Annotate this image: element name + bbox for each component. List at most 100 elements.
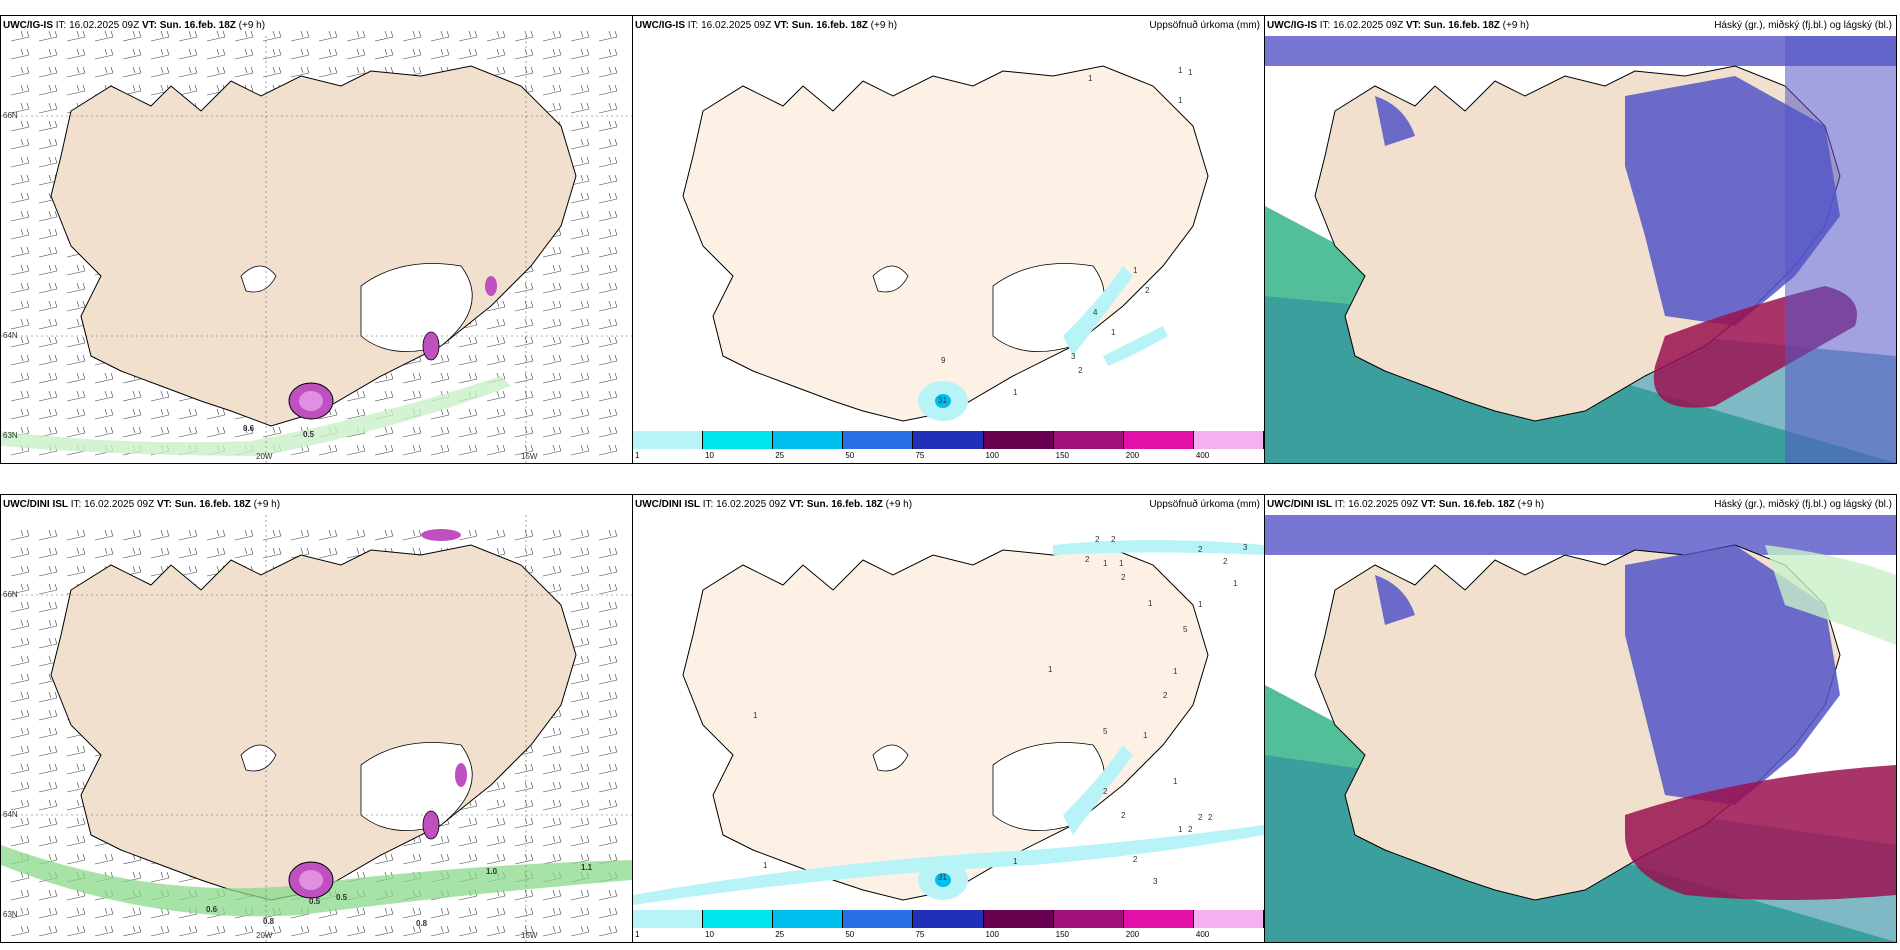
wind-barb	[542, 354, 562, 366]
model-name: UWC/DINI ISL	[635, 499, 700, 510]
wind-barb	[10, 799, 30, 811]
wind-barb	[38, 763, 58, 775]
wind-barb	[570, 102, 590, 114]
wind-barb	[430, 426, 450, 438]
wind-barb	[542, 745, 562, 757]
colorbar: 1 10 25 50 75 100 150 200 400	[633, 910, 1264, 942]
wind-barb	[38, 102, 58, 114]
wind-barb	[514, 390, 534, 402]
colorbar-segment	[773, 910, 844, 928]
wind-barb	[94, 390, 114, 402]
colorbar-tick-label: 10	[705, 451, 715, 460]
colorbar-tick-label: 1	[635, 930, 640, 939]
wind-barb	[38, 120, 58, 132]
wind-barb	[374, 529, 394, 541]
precip-value: 2	[1198, 545, 1203, 554]
wind-barb	[262, 547, 282, 559]
wind-barb	[542, 547, 562, 559]
init-time: IT: 16.02.2025 09Z	[702, 499, 787, 510]
wind-barb	[290, 30, 310, 42]
wind-barb	[178, 30, 198, 42]
wind-barb	[598, 709, 618, 721]
wind-barb	[290, 529, 310, 541]
wind-barb	[346, 444, 366, 456]
wind-barb	[458, 835, 478, 847]
init-time: IT: 16.02.2025 09Z	[55, 20, 140, 31]
precip-value: 1	[1143, 731, 1148, 740]
lon-label-15w: 15W	[521, 931, 538, 940]
colorbar-segment	[1193, 431, 1264, 449]
wind-barb	[570, 390, 590, 402]
wind-barb	[570, 426, 590, 438]
wind-barb	[514, 354, 534, 366]
wind-barb	[598, 691, 618, 703]
wind-barb	[66, 354, 86, 366]
wind-barb	[598, 426, 618, 438]
wind-barb	[66, 529, 86, 541]
precip-value: 1	[1103, 559, 1108, 568]
wind-barb	[514, 547, 534, 559]
wind-barb	[542, 925, 562, 937]
wind-barb	[10, 336, 30, 348]
wind-barb	[318, 547, 338, 559]
valid-time: Sun. 16.feb. 18Z	[806, 499, 883, 510]
wind-barb	[38, 889, 58, 901]
lon-label-20w: 20W	[256, 452, 273, 461]
wind-barb	[38, 84, 58, 96]
wind-barb	[458, 925, 478, 937]
wind-barb	[486, 426, 506, 438]
wind-barb	[542, 799, 562, 811]
lead-time: (+9 h)	[870, 20, 898, 31]
wind-map: 66N 64N 63N 20W 15W 0.5 0.5 0.6 0.8 1.0 …	[1, 515, 632, 942]
field-title: Háský (gr.), miðský (fj.bl.) og lágský (…	[1714, 20, 1892, 31]
wind-barb	[402, 426, 422, 438]
wind-barb	[486, 799, 506, 811]
precip-map: 1 1 1 1 9 1 2 4 1 3 2 1 31	[633, 36, 1264, 431]
colorbar-segment	[703, 910, 774, 928]
wind-barb	[598, 354, 618, 366]
colorbar: 1 10 25 50 75 100 150 200 400	[633, 431, 1264, 463]
wind-barb	[598, 547, 618, 559]
init-time: IT: 16.02.2025 09Z	[1334, 499, 1419, 510]
panel-header: UWC/DINI ISL IT: 16.02.2025 09Z VT: Sun.…	[1, 495, 632, 515]
wind-barb	[290, 48, 310, 60]
wind-barb	[66, 66, 86, 78]
wind-barb	[38, 547, 58, 559]
wind-barb	[10, 601, 30, 613]
wind-barb	[10, 120, 30, 132]
panel-header: UWC/DINI ISL IT: 16.02.2025 09Z VT: Sun.…	[633, 495, 1264, 515]
colorbar-segment	[1053, 431, 1124, 449]
wind-barb	[542, 390, 562, 402]
wind-barb	[66, 925, 86, 937]
precip-value: 1	[1088, 74, 1093, 83]
colorbar-tick-label: 100	[985, 451, 999, 460]
wind-barb	[514, 426, 534, 438]
wind-barb	[38, 565, 58, 577]
wind-barb	[234, 48, 254, 60]
wind-barb	[430, 925, 450, 937]
wind-barb	[570, 48, 590, 60]
wind-barb	[10, 637, 30, 649]
wind-barb	[10, 727, 30, 739]
wind-barb	[122, 547, 142, 559]
wind-barb	[598, 408, 618, 420]
precip-value: 1	[1133, 266, 1138, 275]
wind-barb	[486, 529, 506, 541]
wind-barb	[598, 264, 618, 276]
precip-value: 9	[941, 356, 946, 365]
wind-barb	[122, 529, 142, 541]
precip-value: 1	[1111, 328, 1116, 337]
wind-barb	[514, 282, 534, 294]
wind-barb	[570, 889, 590, 901]
wind-barb	[598, 156, 618, 168]
colorbar-tick-label: 75	[915, 451, 925, 460]
colorbar-segment	[1123, 431, 1194, 449]
wind-barb	[38, 408, 58, 420]
wind-barb	[402, 907, 422, 919]
wind-barb	[598, 925, 618, 937]
wind-barb	[430, 853, 450, 865]
lead-time: (+9 h)	[253, 499, 281, 510]
wind-barb	[570, 30, 590, 42]
wind-barb	[570, 282, 590, 294]
wind-barb	[38, 601, 58, 613]
